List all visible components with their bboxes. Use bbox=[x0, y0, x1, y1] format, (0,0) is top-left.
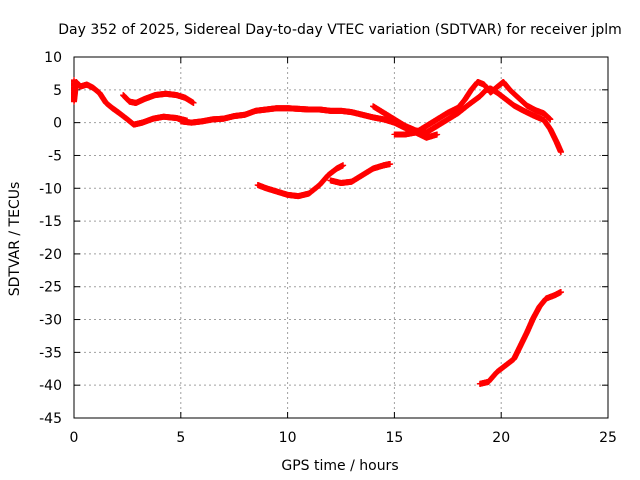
y-axis-label: SDTVAR / TECUs bbox=[7, 182, 23, 297]
series-arc-8 bbox=[476, 288, 565, 387]
y-tick-label: 0 bbox=[53, 116, 62, 132]
series-arc-3 bbox=[177, 105, 441, 141]
y-tick-label: -45 bbox=[39, 411, 62, 427]
data-point bbox=[387, 160, 394, 167]
series-arc-1 bbox=[71, 76, 191, 128]
series-arc-2 bbox=[120, 90, 197, 106]
x-tick-label: 25 bbox=[599, 430, 617, 446]
x-tick-label: 5 bbox=[176, 430, 185, 446]
y-tick-label: -35 bbox=[39, 345, 62, 361]
x-tick-label: 15 bbox=[385, 430, 403, 446]
y-tick-label: -40 bbox=[39, 378, 62, 394]
y-tick-label: -20 bbox=[39, 247, 62, 263]
data-points bbox=[71, 76, 565, 387]
y-tick-label: 10 bbox=[44, 50, 62, 66]
data-point bbox=[558, 149, 565, 156]
y-tick-label: -10 bbox=[39, 181, 62, 197]
y-tick-label: -5 bbox=[48, 148, 62, 164]
y-tick-label: -25 bbox=[39, 280, 62, 296]
data-point bbox=[434, 131, 441, 138]
y-tick-label: -15 bbox=[39, 214, 62, 230]
series-arc-5 bbox=[391, 78, 554, 138]
plot-frame bbox=[73, 56, 609, 419]
data-point bbox=[340, 162, 347, 169]
chart-title: Day 352 of 2025, Sidereal Day-to-day VTE… bbox=[58, 22, 622, 38]
x-tick-label: 20 bbox=[492, 430, 510, 446]
x-tick-label: 10 bbox=[279, 430, 297, 446]
x-tick-label: 0 bbox=[70, 430, 79, 446]
series-arc-6 bbox=[254, 162, 347, 200]
y-tick-label: 5 bbox=[53, 83, 62, 99]
data-point bbox=[547, 116, 554, 123]
series-arc-7 bbox=[327, 160, 394, 187]
y-tick-label: -30 bbox=[39, 313, 62, 329]
data-point bbox=[558, 288, 565, 295]
x-axis-label: GPS time / hours bbox=[281, 458, 398, 474]
data-point bbox=[190, 99, 197, 106]
axis-ticks: 0 5 10 15 20 25 10 5 0 -5 -10 -15 -20 -25 -30 -35 -40 -45 bbox=[39, 50, 617, 446]
